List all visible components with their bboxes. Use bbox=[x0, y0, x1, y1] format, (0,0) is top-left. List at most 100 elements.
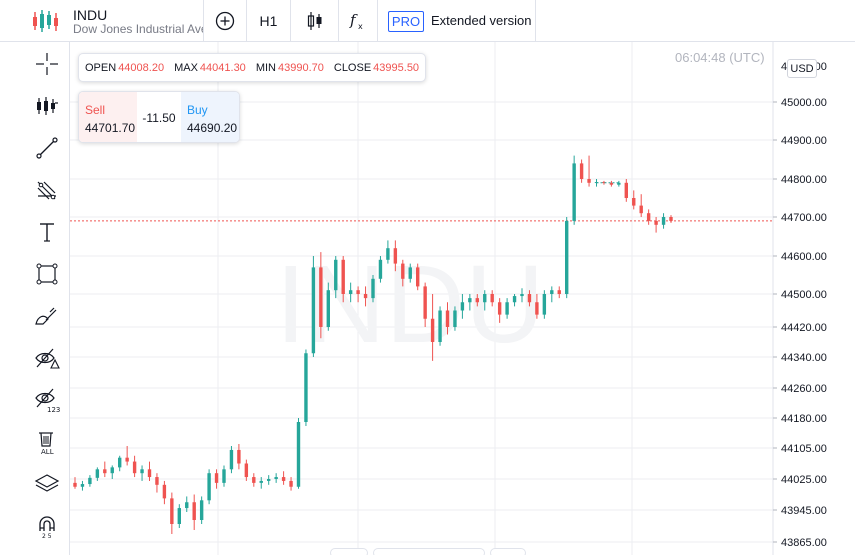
fib-tool[interactable] bbox=[27, 170, 67, 210]
y-tick-label: 43865.00 bbox=[781, 537, 827, 549]
watermark: INDU bbox=[276, 243, 545, 366]
candle-body bbox=[356, 290, 360, 294]
candle-body bbox=[95, 469, 100, 478]
candle-body bbox=[267, 479, 271, 481]
compare-button[interactable] bbox=[204, 0, 246, 42]
separator bbox=[203, 0, 204, 42]
hide-indicators-tool[interactable]: 123 bbox=[27, 380, 67, 420]
trend-line-tool[interactable] bbox=[27, 128, 67, 168]
candle-body bbox=[632, 198, 636, 206]
indicators-icon bbox=[37, 97, 58, 115]
candle-body bbox=[609, 182, 614, 185]
candle-body bbox=[483, 294, 487, 303]
crosshair-icon bbox=[36, 53, 58, 75]
candle-body bbox=[304, 353, 308, 422]
candle-body bbox=[118, 457, 122, 468]
text-tool[interactable] bbox=[27, 212, 67, 252]
candle-body bbox=[341, 259, 345, 294]
svg-text:2 5: 2 5 bbox=[42, 533, 52, 539]
separator bbox=[290, 0, 291, 42]
candle-body bbox=[654, 220, 658, 225]
ohlc-legend: OPEN 44008.20 MAX 44041.30 MIN 43990.70 … bbox=[78, 53, 427, 82]
candle-body bbox=[661, 217, 666, 225]
separator bbox=[246, 0, 247, 42]
candle-body bbox=[326, 290, 330, 327]
min-label: MIN bbox=[255, 61, 276, 74]
bottom-tab[interactable] bbox=[330, 548, 368, 555]
candle-body bbox=[378, 259, 383, 279]
hide-drawings-tool[interactable] bbox=[27, 338, 67, 378]
extended-version-link[interactable]: Extended version bbox=[431, 13, 532, 28]
chart-area[interactable]: INDU 45000.00 44900.00 44800.00 44700.00 4460… bbox=[70, 42, 855, 555]
candle-body bbox=[512, 296, 517, 303]
sell-button[interactable]: Sell 44701.70 bbox=[79, 92, 137, 142]
spread-value: -11.50 bbox=[142, 111, 176, 125]
remove-all-tool[interactable]: ALL bbox=[27, 422, 67, 462]
buy-label: Buy bbox=[187, 103, 208, 117]
candle-body bbox=[177, 508, 181, 524]
y-tick-label: 44025.00 bbox=[781, 474, 827, 486]
candlestick-logo-icon bbox=[33, 10, 58, 32]
candle-body bbox=[520, 294, 524, 297]
candle-body bbox=[125, 457, 129, 462]
candle-body bbox=[423, 286, 427, 319]
function-icon: f x bbox=[349, 11, 363, 31]
symbol-description: Dow Jones Industrial Average bbox=[73, 22, 203, 36]
max-label: MAX bbox=[174, 61, 198, 74]
bottom-tab[interactable] bbox=[373, 548, 485, 555]
y-tick-label: 44900.00 bbox=[781, 135, 827, 147]
buy-button[interactable]: Buy 44690.20 bbox=[181, 92, 239, 142]
max-value: 44041.30 bbox=[199, 61, 246, 74]
separator bbox=[338, 0, 339, 42]
drawing-toolbar: 123 ALL 2 5 bbox=[0, 42, 70, 555]
svg-text:ALL: ALL bbox=[41, 448, 54, 455]
rectangle-tool[interactable] bbox=[27, 254, 67, 294]
candle-body bbox=[259, 480, 263, 483]
price-chart[interactable]: INDU 45000.00 44900.00 44800.00 44700.00 4460… bbox=[70, 42, 855, 555]
candle-body bbox=[669, 217, 673, 221]
candle-body bbox=[155, 477, 159, 485]
interval-button[interactable]: H1 bbox=[259, 13, 278, 29]
y-tick-label: 44340.00 bbox=[781, 352, 827, 364]
candle-body bbox=[572, 163, 576, 221]
open-label: OPEN bbox=[85, 61, 117, 74]
y-tick-label: 45000.00 bbox=[781, 97, 827, 109]
magnet-icon: 2 5 bbox=[39, 516, 55, 539]
pro-badge[interactable]: PRO bbox=[388, 11, 424, 32]
y-tick-label: 44600.00 bbox=[781, 251, 827, 263]
svg-text:123: 123 bbox=[47, 406, 60, 413]
candle-body bbox=[416, 267, 420, 287]
candle-body bbox=[490, 294, 494, 303]
utc-clock: 06:04:48 (UTC) bbox=[675, 50, 765, 65]
crosshair-tool[interactable] bbox=[27, 44, 67, 84]
candle-body bbox=[363, 294, 368, 299]
candle-body bbox=[192, 502, 196, 520]
bottom-tab[interactable] bbox=[490, 548, 526, 555]
y-tick-label: 44420.00 bbox=[781, 322, 827, 334]
layers-tool[interactable] bbox=[27, 464, 67, 504]
symbol-name[interactable]: INDU bbox=[73, 7, 108, 23]
candle-body bbox=[438, 310, 442, 342]
chart-type-button[interactable] bbox=[291, 0, 338, 42]
candle-body bbox=[140, 469, 144, 474]
trade-widget: Sell 44701.70 -11.50 Buy 44690.20 bbox=[78, 91, 240, 143]
candle-body bbox=[646, 213, 651, 221]
sell-price: 44701.70 bbox=[85, 121, 136, 135]
candle-body bbox=[311, 267, 316, 354]
candle-body bbox=[475, 298, 479, 303]
indicators-tool[interactable] bbox=[27, 86, 67, 126]
candle-body bbox=[430, 318, 435, 342]
candle-body bbox=[624, 182, 628, 198]
separator bbox=[377, 0, 378, 42]
magnet-tool[interactable]: 2 5 bbox=[27, 506, 67, 546]
indicators-button[interactable]: f x bbox=[339, 0, 377, 42]
candle-body bbox=[334, 259, 338, 291]
text-icon bbox=[40, 223, 54, 242]
candle-body bbox=[557, 290, 561, 294]
hide-indicators-icon: 123 bbox=[35, 388, 60, 413]
brush-tool[interactable] bbox=[27, 296, 67, 336]
currency-button[interactable]: USD bbox=[787, 59, 817, 78]
top-toolbar: INDU Dow Jones Industrial Average H1 f x… bbox=[0, 0, 855, 42]
candle-body bbox=[185, 502, 189, 509]
candles-icon bbox=[307, 12, 321, 30]
